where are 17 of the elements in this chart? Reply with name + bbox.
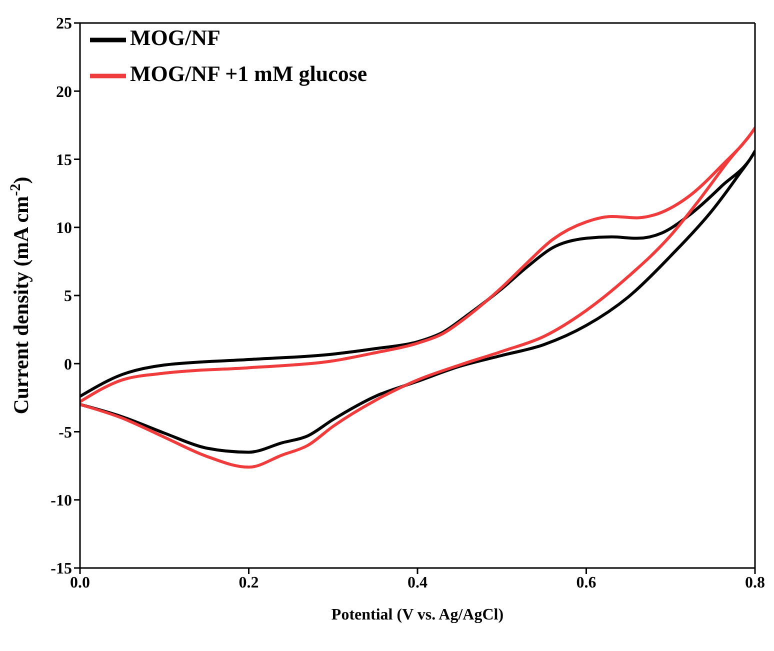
y-tick-label: 10 [56,220,72,238]
legend-label: MOG/NF [130,25,220,50]
x-tick-label: 0.0 [70,574,90,592]
y-tick-label: 25 [56,16,72,33]
y-tick-label: -5 [58,424,72,442]
x-tick-label: 0.4 [408,574,428,592]
x-tick-label: 0.2 [238,574,259,592]
legend-label: MOG/NF +1 mM glucose [130,61,368,86]
y-tick-label: 5 [64,288,72,306]
x-axis-title: Potential (V vs. Ag/AgCl) [331,606,504,624]
y-tick-label: 15 [56,152,72,169]
x-tick-label: 0.8 [745,574,765,592]
y-tick-label: 20 [56,84,72,101]
y-tick-label: 0 [64,356,72,374]
y-tick-label: -15 [50,560,72,578]
y-tick-label: -10 [50,492,72,510]
x-tick-label: 0.6 [576,574,596,592]
